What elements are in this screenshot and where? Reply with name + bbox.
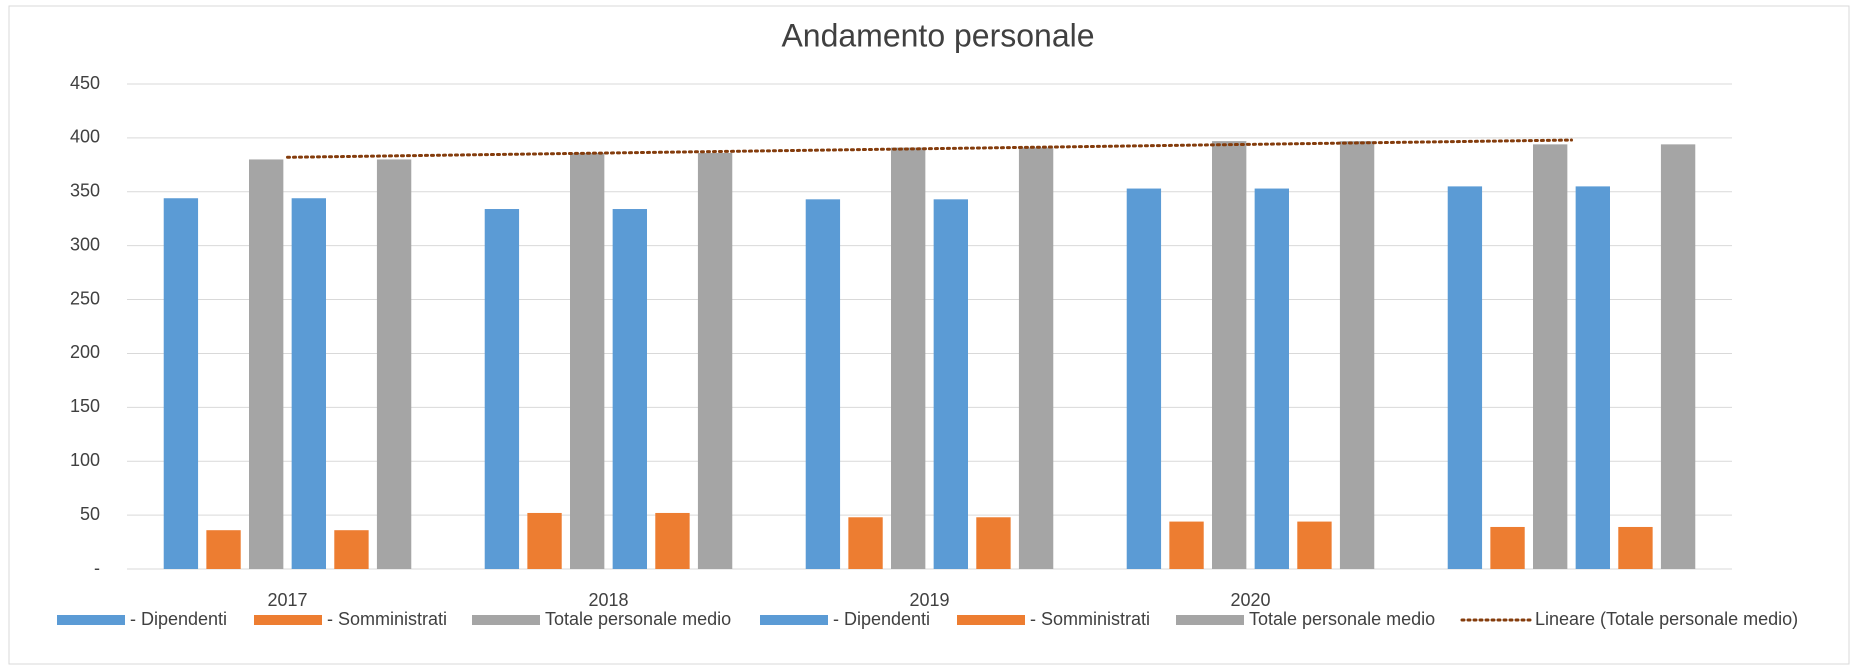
trend-line — [286, 138, 1573, 159]
bar — [933, 199, 968, 570]
legend-label: - Somministrati — [1030, 609, 1150, 629]
y-tick-label: 150 — [70, 396, 100, 416]
legend-label: Totale personale medio — [545, 609, 731, 629]
bar — [1533, 144, 1568, 569]
bar — [1212, 141, 1247, 569]
legend-swatch — [957, 615, 1025, 625]
bar — [891, 147, 926, 570]
y-tick-label: 100 — [70, 450, 100, 470]
legend-swatch — [472, 615, 540, 625]
bar — [1447, 186, 1483, 569]
y-tick-label: 200 — [70, 342, 100, 362]
bar — [612, 209, 647, 569]
chart-title: Andamento personale — [781, 17, 1094, 53]
y-tick-label: 250 — [70, 288, 100, 308]
x-tick-label: 2017 — [267, 590, 307, 610]
x-tick-label: 2020 — [1230, 590, 1270, 610]
legend-label: - Dipendenti — [130, 609, 227, 629]
legend-label: Lineare (Totale personale medio) — [1535, 609, 1798, 629]
y-tick-label: 400 — [70, 127, 100, 147]
bar — [334, 530, 369, 569]
y-tick-label: 50 — [80, 504, 100, 524]
bar — [291, 198, 326, 569]
bar — [1126, 188, 1162, 570]
legend-label: Totale personale medio — [1249, 609, 1435, 629]
legend-swatch — [57, 615, 125, 625]
x-tick-label: 2019 — [909, 590, 949, 610]
bar — [805, 199, 841, 570]
bar — [655, 512, 690, 569]
bar — [976, 517, 1011, 569]
bar — [1339, 141, 1375, 569]
legend-label: - Somministrati — [327, 609, 447, 629]
bar — [1018, 147, 1054, 570]
bar — [697, 152, 733, 569]
chart-frame — [8, 5, 1850, 665]
x-tick-label: 2018 — [588, 590, 628, 610]
bar — [1490, 526, 1525, 569]
bar — [848, 517, 883, 569]
y-tick-label: 350 — [70, 181, 100, 201]
bar — [1660, 144, 1696, 569]
bar — [1297, 521, 1332, 569]
bar — [484, 209, 520, 569]
bar — [1169, 521, 1204, 569]
y-tick-label: - — [94, 558, 100, 578]
bar — [527, 512, 562, 569]
bar — [163, 198, 199, 569]
bar — [206, 530, 241, 569]
bar — [249, 159, 284, 569]
legend-swatch — [760, 615, 828, 625]
legend-swatch — [1176, 615, 1244, 625]
y-tick-label: 300 — [70, 234, 100, 254]
bar — [1575, 186, 1610, 569]
bar — [1618, 526, 1653, 569]
y-tick-label: 450 — [70, 73, 100, 93]
bar — [376, 159, 412, 569]
bar — [570, 152, 605, 569]
bar — [1254, 188, 1289, 570]
legend-label: - Dipendenti — [833, 609, 930, 629]
legend-swatch — [254, 615, 322, 625]
